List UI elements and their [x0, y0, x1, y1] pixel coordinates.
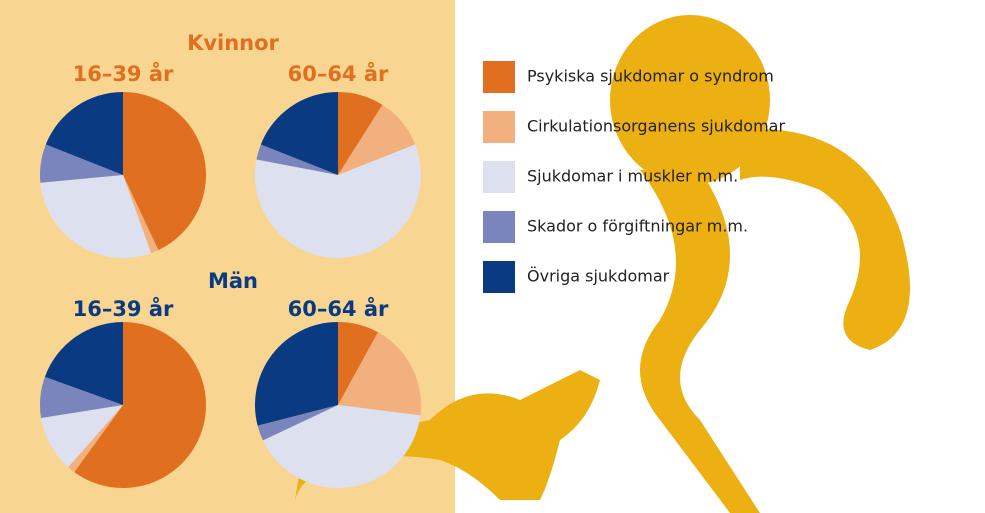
pie-slice: [123, 175, 159, 254]
body-shape: [640, 170, 760, 513]
head-shape: [610, 15, 770, 185]
pie-slice: [338, 332, 422, 416]
pie-slice: [39, 376, 123, 418]
pie-slice: [40, 175, 152, 258]
legend-label: Cirkulationsorganens sjukdomar: [527, 117, 785, 136]
pie-title: 16–39 år: [73, 296, 174, 321]
pie-slice: [256, 144, 338, 175]
pie-slice: [40, 144, 123, 183]
pie-slice: [257, 405, 338, 441]
legend-label: Psykiska sjukdomar o syndrom: [527, 67, 774, 86]
legend-swatch: [483, 61, 515, 93]
cat-shape: [295, 370, 600, 500]
legend-label: Skador o förgiftningar m.m.: [527, 217, 748, 236]
pie-slice: [338, 322, 378, 405]
pie-slice: [45, 92, 123, 175]
legend-label: Övriga sjukdomar: [527, 267, 670, 286]
pie-slice: [262, 405, 421, 488]
pie-slice: [41, 405, 123, 468]
pie-title: 16–39 år: [73, 61, 174, 86]
legend-swatch: [483, 161, 515, 193]
legend-label: Sjukdomar i muskler m.m.: [527, 167, 738, 186]
legend-swatch: [483, 211, 515, 243]
pie-slice: [338, 92, 383, 175]
pie-title: 60–64 år: [288, 61, 389, 86]
pie-slice: [123, 92, 206, 251]
pie-title: 60–64 år: [288, 296, 389, 321]
pie-slice: [74, 322, 207, 489]
legend-swatch: [483, 261, 515, 293]
arm-shape: [740, 129, 910, 350]
group-title: Kvinnor: [187, 31, 279, 55]
pie-slice: [255, 322, 338, 426]
pie-slice: [68, 405, 123, 473]
pie-slice: [44, 322, 124, 405]
pie-slice: [338, 104, 416, 175]
group-title: Män: [208, 269, 258, 293]
pie-slice: [255, 144, 421, 258]
decoration: [295, 15, 910, 513]
pie-slice: [260, 92, 338, 175]
legend-swatch: [483, 111, 515, 143]
